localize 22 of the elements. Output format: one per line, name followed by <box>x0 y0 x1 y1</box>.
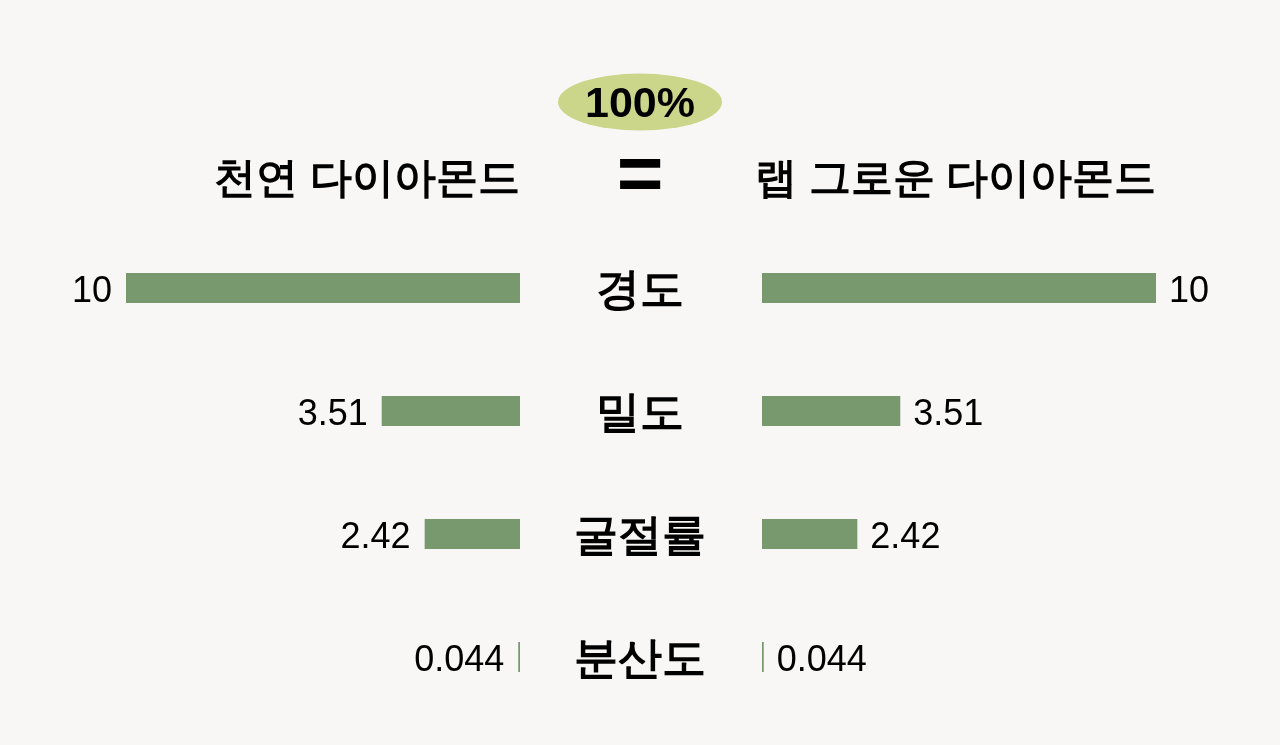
data-label: 2.42 <box>870 514 941 556</box>
data-label: 10 <box>71 268 112 310</box>
data-label: 10 <box>1169 268 1210 310</box>
chart-title: 천연 다이아몬드 <box>214 154 520 201</box>
bar <box>762 519 858 549</box>
bar <box>762 273 1156 303</box>
bar <box>424 519 520 549</box>
y-tick-label: 분산도 <box>574 632 706 682</box>
bar <box>126 273 520 303</box>
y-tick-label: 밀도 <box>596 386 684 436</box>
data-label: 0.044 <box>776 637 867 679</box>
data-label: 3.51 <box>297 391 368 433</box>
text: 100% <box>585 78 695 126</box>
bar <box>762 396 901 426</box>
data-label: 3.51 <box>913 391 984 433</box>
y-tick-label: 경도 <box>596 263 684 313</box>
chart-title: 랩 그로운 다이아몬드 <box>755 154 1157 201</box>
bar <box>381 396 520 426</box>
y-tick-label: 굴절률 <box>574 509 706 559</box>
text: = <box>616 127 664 217</box>
data-label: 2.42 <box>340 514 411 556</box>
data-label: 0.044 <box>414 637 505 679</box>
